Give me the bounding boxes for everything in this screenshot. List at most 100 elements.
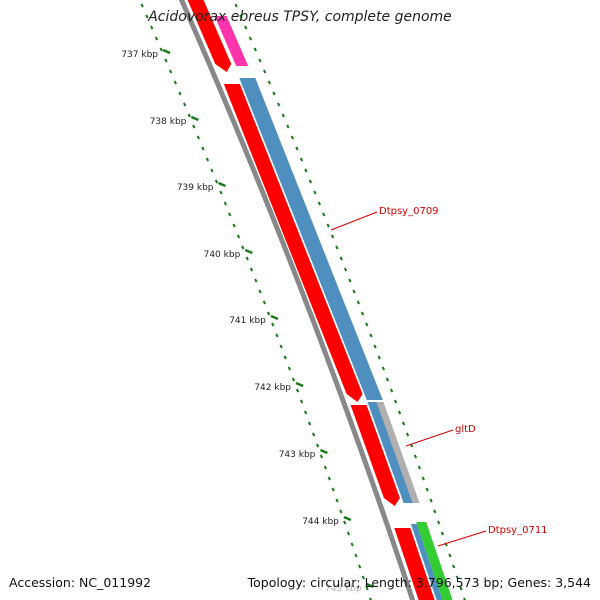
outer-dot: [239, 14, 243, 19]
outer-dot: [437, 520, 441, 525]
inner-dot: [219, 190, 223, 195]
inner-dot: [154, 36, 159, 41]
tick-dots-track: [140, 3, 467, 600]
inner-dot: [178, 91, 182, 96]
tick-label: 745 kbp: [325, 584, 362, 594]
scale-ticks: 737 kbp 738 kbp 739 kbp 740 kbp 741 kbp 742 k…: [121, 48, 375, 594]
inner-dot: [358, 564, 362, 569]
inner-dot: [150, 25, 154, 30]
inner-dot: [315, 443, 320, 448]
inner-dot: [354, 553, 358, 558]
outer-dot: [343, 267, 348, 272]
inner-dot: [365, 586, 369, 591]
outer-dot: [258, 58, 262, 63]
gene-label: Dtpsy_0711: [488, 525, 548, 536]
tick-mark: [319, 448, 328, 455]
map-title: Acidovorax ebreus TPSY, complete genome: [148, 9, 452, 25]
inner-dot: [275, 333, 279, 338]
gene-label: Dtpsy_0709: [379, 206, 439, 217]
inner-dot: [283, 355, 287, 360]
outer-dot: [339, 256, 343, 261]
inner-dot: [271, 322, 275, 327]
outer-dot: [330, 234, 335, 239]
inner-dot: [299, 399, 304, 404]
inner-dot: [159, 47, 163, 52]
outer-dot: [244, 25, 248, 30]
inner-dot: [169, 69, 173, 74]
inner-dot: [236, 234, 241, 239]
inner-dot: [266, 311, 271, 316]
outer-dot: [322, 212, 326, 217]
tick-label: 741 kbp: [229, 316, 266, 326]
feature-pink-1: [214, 16, 249, 66]
feature-track: [187, 0, 453, 600]
inner-dot: [145, 14, 149, 19]
outer-dot: [405, 432, 410, 437]
inner-dot: [241, 245, 245, 250]
tick-label: 742 kbp: [254, 383, 291, 393]
feature-forward-cds-1: [187, 0, 232, 72]
inner-dot: [187, 113, 191, 118]
inner-dot: [346, 531, 351, 536]
inner-dot: [319, 454, 324, 459]
backbone-line: [178, 0, 416, 600]
outer-dot: [253, 47, 257, 52]
outer-dot: [389, 388, 394, 393]
tick-mark: [190, 115, 199, 122]
outer-dot: [413, 454, 418, 459]
outer-dot: [401, 421, 406, 426]
feature-forward-cds-dtpsy-0709: [223, 84, 363, 402]
inner-dot: [291, 377, 296, 382]
tick-label: 740 kbp: [204, 250, 241, 260]
inner-dot: [262, 300, 266, 305]
gene-labels: Dtpsy_0709 gltD Dtpsy_0711: [330, 206, 548, 547]
feature-green-1: [416, 522, 453, 600]
outer-dot: [417, 465, 421, 470]
outer-dot: [448, 553, 452, 558]
outer-dot: [429, 498, 433, 503]
genome-backbone: [178, 0, 416, 600]
inner-dot: [164, 58, 168, 63]
tick-label: 738 kbp: [150, 117, 187, 127]
tick-label: 737 kbp: [121, 50, 158, 60]
outer-dot: [397, 410, 402, 415]
inner-dot: [327, 476, 331, 481]
outer-dot: [385, 377, 390, 382]
outer-dot: [248, 36, 253, 41]
outer-dot: [295, 146, 299, 151]
inner-dot: [205, 157, 210, 162]
outer-dot: [421, 476, 425, 481]
inner-dot: [245, 256, 249, 261]
inner-dot: [196, 135, 200, 140]
outer-dot: [263, 69, 267, 74]
outer-dot: [433, 509, 437, 514]
inner-dot: [173, 80, 177, 85]
inner-dot: [335, 498, 339, 503]
outer-dot: [356, 300, 360, 305]
outer-dot: [299, 157, 304, 162]
outer-dot: [272, 91, 276, 96]
outer-dot: [373, 344, 377, 349]
accession-text: Accession: NC_011992: [9, 575, 152, 590]
outer-dot: [459, 586, 463, 591]
outer-dot: [452, 564, 456, 569]
gene-label-leader: [437, 530, 487, 547]
inner-dot: [140, 3, 144, 8]
inner-dot: [279, 344, 283, 349]
feature-reverse-cds-2: [367, 402, 414, 503]
tick-label: 744 kbp: [302, 517, 339, 527]
tick-mark: [295, 381, 304, 388]
outer-dot: [393, 399, 398, 404]
outer-dot: [286, 124, 290, 129]
inner-dot: [331, 487, 335, 492]
outer-dot: [352, 289, 356, 294]
outer-dot: [317, 201, 321, 206]
tick-mark: [270, 314, 279, 321]
feature-reverse-cds-3: [410, 524, 443, 600]
inner-dot: [232, 223, 236, 228]
outer-dot: [313, 190, 317, 195]
inner-dot: [228, 212, 232, 217]
inner-dot: [214, 179, 219, 184]
